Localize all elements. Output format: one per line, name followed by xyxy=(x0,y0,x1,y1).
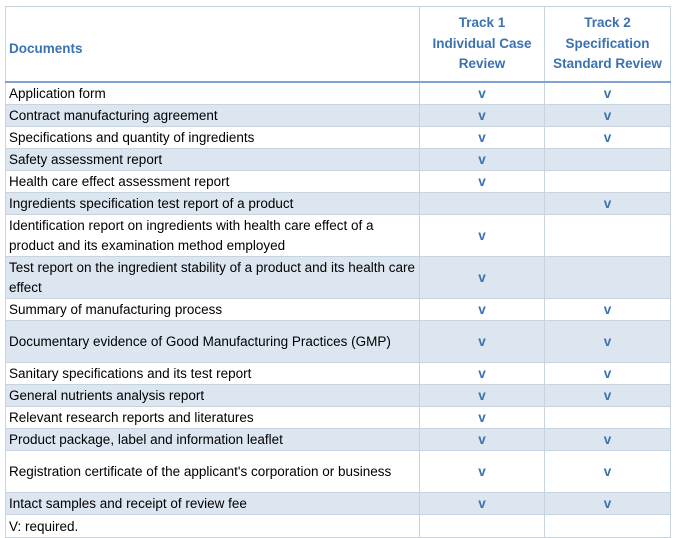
track-1-required-mark: v xyxy=(419,428,545,451)
track-1-required-mark: v xyxy=(419,214,545,257)
document-name: General nutrients analysis report xyxy=(5,384,420,407)
track-1-required-mark: v xyxy=(419,81,545,105)
track-2-required-mark: v xyxy=(544,450,671,493)
header-track-2: Track 2 Specification Standard Review xyxy=(544,6,671,83)
header-track-1-line-1: Track 1 xyxy=(458,15,506,31)
table-row: Summary of manufacturing process v v xyxy=(5,298,671,321)
document-name: Registration certificate of the applican… xyxy=(5,450,420,493)
table-row: Contract manufacturing agreement v v xyxy=(5,104,671,127)
document-name: Health care effect assessment report xyxy=(5,170,420,193)
table-row: Test report on the ingredient stability … xyxy=(5,256,671,299)
table-row: Specifications and quantity of ingredien… xyxy=(5,126,671,149)
table-row: Sanitary specifications and its test rep… xyxy=(5,362,671,385)
table-row: General nutrients analysis report v v xyxy=(5,384,671,407)
track-1-required-mark: v xyxy=(419,406,545,429)
document-name: Sanitary specifications and its test rep… xyxy=(5,362,420,385)
track-2-required-mark: v xyxy=(544,126,671,149)
document-name: Product package, label and information l… xyxy=(5,428,420,451)
document-name: Application form xyxy=(5,81,420,105)
footnote: V: required. xyxy=(5,514,420,538)
track-1-required-mark: v xyxy=(419,450,545,493)
table-row: Identification report on ingredients wit… xyxy=(5,214,671,257)
track-1-required-mark: v xyxy=(419,298,545,321)
track-2-required-mark: v xyxy=(544,298,671,321)
track-1-required-mark: v xyxy=(419,492,545,515)
track-1-required-mark: v xyxy=(419,148,545,171)
header-documents: Documents xyxy=(5,6,420,83)
header-track-2-line-1: Track 2 xyxy=(584,15,631,31)
document-name: Relevant research reports and literature… xyxy=(5,406,420,429)
track-1-required-mark: v xyxy=(419,104,545,127)
track-2-required-mark: v xyxy=(544,384,671,407)
track-2-required-mark xyxy=(544,406,671,429)
table-row: Health care effect assessment report v xyxy=(5,170,671,193)
footnote-empty-cell xyxy=(419,514,545,538)
table-row: Safety assessment report v xyxy=(5,148,671,171)
track-2-required-mark: v xyxy=(544,320,671,363)
track-1-required-mark: v xyxy=(419,170,545,193)
table-row: Product package, label and information l… xyxy=(5,428,671,451)
documents-table: Documents Track 1 Individual Case Review… xyxy=(5,6,671,538)
table-row: Application form v v xyxy=(5,81,671,105)
track-1-required-mark: v xyxy=(419,320,545,363)
track-2-required-mark xyxy=(544,148,671,171)
track-1-required-mark: v xyxy=(419,362,545,385)
document-name: Ingredients specification test report of… xyxy=(5,192,420,215)
track-2-required-mark: v xyxy=(544,81,671,105)
header-track-2-line-2: Specification xyxy=(565,35,650,51)
track-2-required-mark: v xyxy=(544,104,671,127)
track-2-required-mark xyxy=(544,170,671,193)
table-row: Intact samples and receipt of review fee… xyxy=(5,492,671,515)
track-1-required-mark: v xyxy=(419,384,545,407)
track-2-required-mark: v xyxy=(544,192,671,215)
table-row: Registration certificate of the applican… xyxy=(5,450,671,493)
document-name: Identification report on ingredients wit… xyxy=(5,214,420,257)
header-track-2-line-3: Standard Review xyxy=(553,56,662,72)
header-track-1: Track 1 Individual Case Review xyxy=(419,6,545,83)
track-2-required-mark xyxy=(544,256,671,299)
header-track-1-line-3: Review xyxy=(458,56,506,72)
track-1-required-mark: v xyxy=(419,126,545,149)
track-2-required-mark: v xyxy=(544,362,671,385)
document-name: Test report on the ingredient stability … xyxy=(5,256,420,299)
track-2-required-mark: v xyxy=(544,492,671,515)
document-name: Intact samples and receipt of review fee xyxy=(5,492,420,515)
table-row: Relevant research reports and literature… xyxy=(5,406,671,429)
track-1-required-mark: v xyxy=(419,256,545,299)
table-row: Documentary evidence of Good Manufacturi… xyxy=(5,320,671,363)
document-name: Contract manufacturing agreement xyxy=(5,104,420,127)
track-1-required-mark xyxy=(419,192,545,215)
document-name: Summary of manufacturing process xyxy=(5,298,420,321)
document-name: Safety assessment report xyxy=(5,148,420,171)
document-name: Specifications and quantity of ingredien… xyxy=(5,126,420,149)
table-body: Application form v v Contract manufactur… xyxy=(5,81,671,538)
track-2-required-mark: v xyxy=(544,428,671,451)
document-name: Documentary evidence of Good Manufacturi… xyxy=(5,320,420,363)
table-row: Ingredients specification test report of… xyxy=(5,192,671,215)
table-header: Documents Track 1 Individual Case Review… xyxy=(5,6,671,83)
footnote-row: V: required. xyxy=(5,514,671,538)
track-2-required-mark xyxy=(544,214,671,257)
footnote-empty-cell xyxy=(544,514,671,538)
header-track-1-line-2: Individual Case xyxy=(432,35,532,51)
